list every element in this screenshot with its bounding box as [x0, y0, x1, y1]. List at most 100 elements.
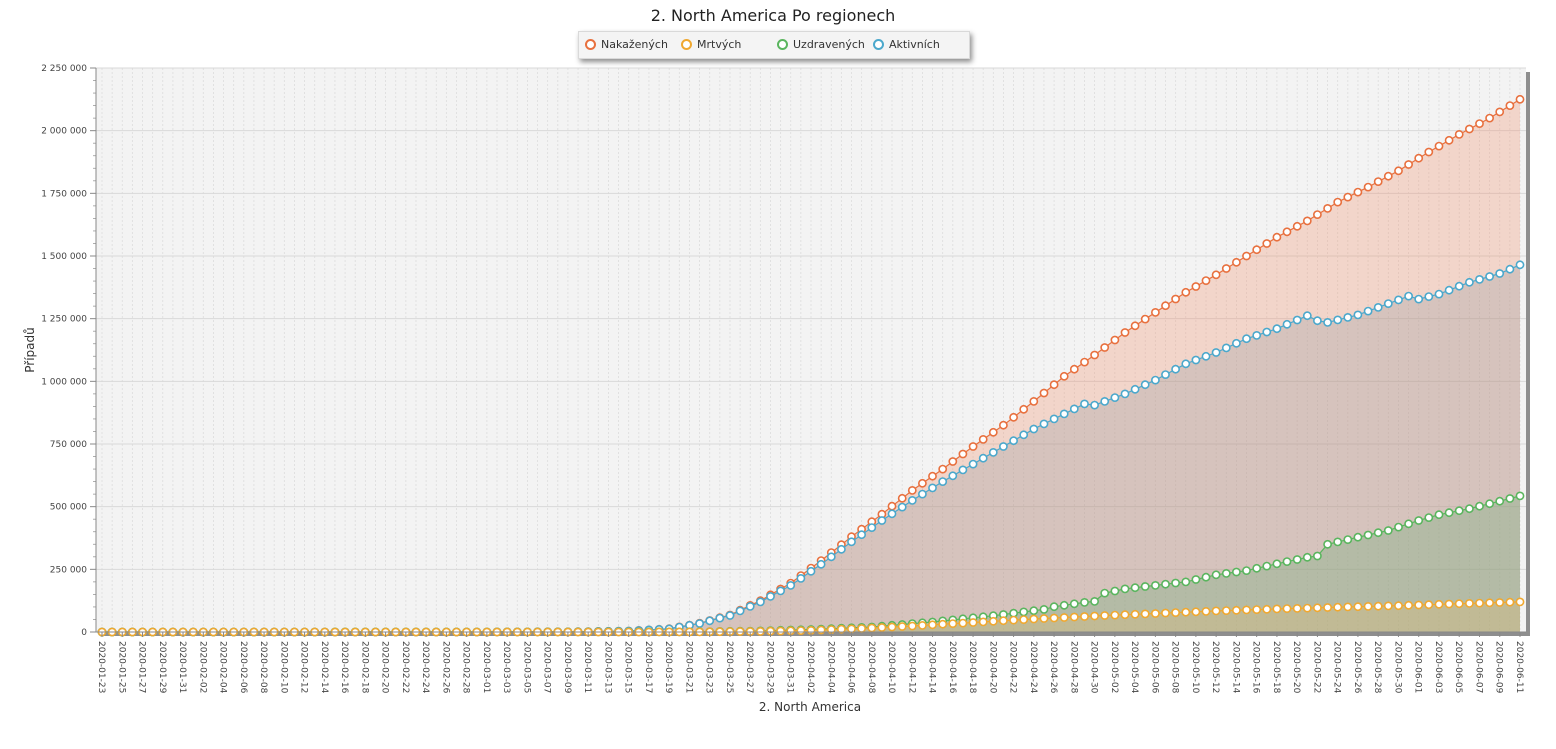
data-point [938, 619, 948, 629]
data-point [948, 619, 958, 628]
y-tick-label: 1 250 000 [41, 315, 87, 325]
series-area-1 [102, 601, 1520, 632]
data-point [1049, 613, 1059, 623]
x-tick-label: 2020-01-25 [116, 641, 126, 693]
data-point [958, 618, 968, 628]
data-point [907, 495, 917, 505]
x-tick-label: 2020-03-23 [704, 641, 714, 693]
data-point [1080, 399, 1089, 409]
data-point [1059, 409, 1069, 419]
data-point [1465, 504, 1474, 514]
data-point [1475, 501, 1484, 511]
data-point [1444, 599, 1454, 609]
data-point [1394, 522, 1403, 532]
x-tick-label: 2020-05-08 [1170, 641, 1180, 694]
data-point [1272, 604, 1282, 614]
x-tick-label: 2020-05-12 [1210, 641, 1220, 693]
data-point [1201, 607, 1211, 616]
y-tick-label: 750 000 [50, 440, 87, 450]
data-point [1505, 101, 1515, 110]
data-point [1232, 605, 1241, 615]
data-point [1333, 315, 1343, 325]
data-point [1485, 272, 1494, 281]
x-tick-label: 2020-02-10 [278, 641, 288, 694]
data-point [1323, 539, 1332, 549]
data-point [1262, 239, 1272, 248]
x-tick-label: 2020-05-06 [1149, 641, 1159, 694]
data-point [978, 434, 988, 444]
data-point [1080, 612, 1089, 621]
data-point [1404, 600, 1413, 610]
data-point [1465, 599, 1474, 608]
data-point [1049, 414, 1059, 424]
data-point [1272, 232, 1282, 242]
data-point [1262, 327, 1272, 337]
data-point [1495, 269, 1505, 278]
data-point [1475, 274, 1484, 284]
data-point [1383, 299, 1393, 308]
x-tick-label: 2020-04-04 [825, 641, 835, 694]
data-point [756, 597, 765, 607]
legend-label-infected: Nakažených [601, 38, 668, 51]
data-point [1343, 535, 1353, 544]
data-point [1333, 537, 1343, 547]
data-point [1059, 600, 1069, 610]
data-point [968, 442, 978, 451]
x-tick-label: 2020-06-03 [1433, 641, 1443, 693]
x-tick-label: 2020-03-07 [542, 641, 552, 693]
data-point [1363, 306, 1373, 316]
x-tick-label: 2020-02-18 [359, 641, 369, 694]
data-point [1252, 330, 1262, 340]
data-point [766, 592, 775, 601]
data-point [1191, 355, 1201, 365]
data-point [918, 621, 927, 630]
x-tick-label: 2020-01-31 [177, 641, 187, 693]
data-point [1454, 506, 1464, 516]
data-point [1151, 375, 1160, 385]
x-tick-label: 2020-04-06 [846, 641, 856, 694]
data-point [1161, 579, 1170, 589]
data-point [826, 552, 836, 562]
data-point [1505, 597, 1515, 607]
x-tick-label: 2020-03-15 [623, 641, 633, 693]
data-point [1282, 227, 1292, 237]
data-point [1515, 94, 1525, 104]
data-point [1454, 599, 1464, 609]
x-tick-label: 2020-02-12 [299, 641, 309, 693]
data-point [1262, 561, 1272, 571]
data-point [1262, 604, 1272, 614]
data-point [1100, 343, 1110, 352]
data-point [1221, 569, 1231, 578]
data-point [1454, 281, 1464, 291]
data-point [1242, 566, 1251, 575]
data-point [847, 537, 856, 547]
x-tick-label: 2020-03-17 [643, 641, 653, 693]
data-point [1313, 316, 1322, 326]
data-point [1090, 611, 1099, 621]
x-tick-label: 2020-06-11 [1514, 641, 1524, 693]
data-point [1434, 289, 1444, 299]
x-tick-label: 2020-03-05 [521, 641, 531, 693]
data-point [1211, 606, 1221, 616]
data-point [1009, 436, 1018, 446]
y-tick-label: 0 [81, 628, 87, 638]
x-tick-label: 2020-05-28 [1372, 641, 1382, 694]
data-point [1242, 251, 1251, 261]
data-point [776, 626, 785, 636]
data-point [1363, 530, 1373, 540]
data-point [1252, 605, 1262, 614]
data-point [1039, 388, 1049, 398]
x-tick-label: 2020-03-09 [562, 641, 572, 694]
data-point [695, 619, 704, 628]
data-point [1444, 285, 1454, 295]
x-tick-label: 2020-03-13 [602, 641, 612, 693]
data-point [1383, 601, 1393, 611]
x-tick-label: 2020-05-18 [1271, 641, 1281, 694]
data-point [1373, 528, 1383, 538]
x-tick-label: 2020-03-19 [663, 641, 673, 694]
data-point [735, 606, 745, 616]
data-point [1039, 419, 1049, 429]
data-point [999, 442, 1008, 451]
x-tick-label: 2020-05-02 [1109, 641, 1119, 693]
data-point [796, 574, 806, 583]
